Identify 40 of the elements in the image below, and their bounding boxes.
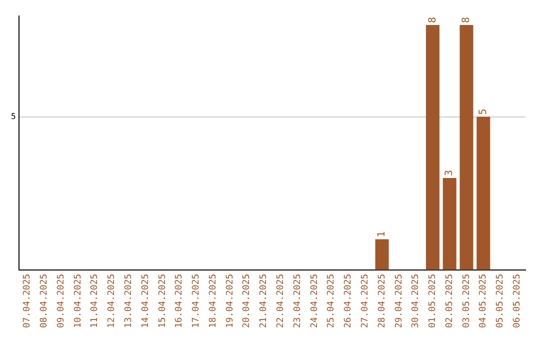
x-tick-label: 26.04.2025 — [344, 274, 354, 328]
x-tick-label: 30.04.2025 — [411, 274, 422, 328]
x-tick-label: 14.04.2025 — [140, 274, 151, 328]
x-tick-label: 01.05.2025 — [428, 274, 438, 328]
x-tick-label: 07.04.2025 — [22, 274, 33, 328]
x-tick-label: 17.04.2025 — [192, 274, 202, 328]
x-tick-label: 19.04.2025 — [225, 274, 236, 328]
x-tick-label: 16.04.2025 — [174, 274, 185, 328]
data-label: 5 — [478, 108, 489, 115]
x-tick-label: 24.04.2025 — [310, 274, 320, 328]
x-tick-label: 27.04.2025 — [360, 274, 370, 328]
x-tick-label: 23.04.2025 — [292, 274, 303, 328]
x-tick-label: 12.04.2025 — [107, 274, 118, 328]
bar — [442, 178, 456, 270]
data-label: 8 — [461, 16, 472, 23]
x-tick-label: 09.04.2025 — [56, 274, 66, 328]
x-tick-label: 03.05.2025 — [462, 274, 472, 328]
x-tick-label: 15.04.2025 — [158, 274, 168, 328]
data-label: 1 — [376, 231, 388, 238]
x-tick-label: 18.04.2025 — [208, 274, 218, 328]
x-tick-label: 28.04.2025 — [377, 274, 388, 328]
bar — [426, 24, 440, 270]
x-tick-label: 05.05.2025 — [496, 274, 506, 328]
data-label: 3 — [444, 170, 456, 176]
x-tick-label: 08.04.2025 — [40, 274, 50, 328]
x-tick-label: 20.04.2025 — [242, 274, 252, 328]
x-tick-label: 02.05.2025 — [444, 274, 455, 328]
x-tick-label: 21.04.2025 — [259, 274, 270, 328]
x-tick-label: 04.05.2025 — [478, 274, 489, 328]
x-tick-label: 06.05.2025 — [512, 274, 523, 328]
bar — [476, 116, 490, 270]
x-tick-label: 10.04.2025 — [73, 274, 84, 328]
x-tick-label: 11.04.2025 — [90, 274, 100, 328]
bar — [375, 239, 389, 270]
x-tick-label: 22.04.2025 — [276, 274, 286, 328]
data-label: 8 — [427, 16, 438, 23]
x-tick-label: 25.04.2025 — [326, 274, 337, 328]
bar — [460, 24, 474, 270]
x-tick-label: 29.04.2025 — [394, 274, 404, 328]
x-tick-label: 13.04.2025 — [124, 274, 134, 328]
